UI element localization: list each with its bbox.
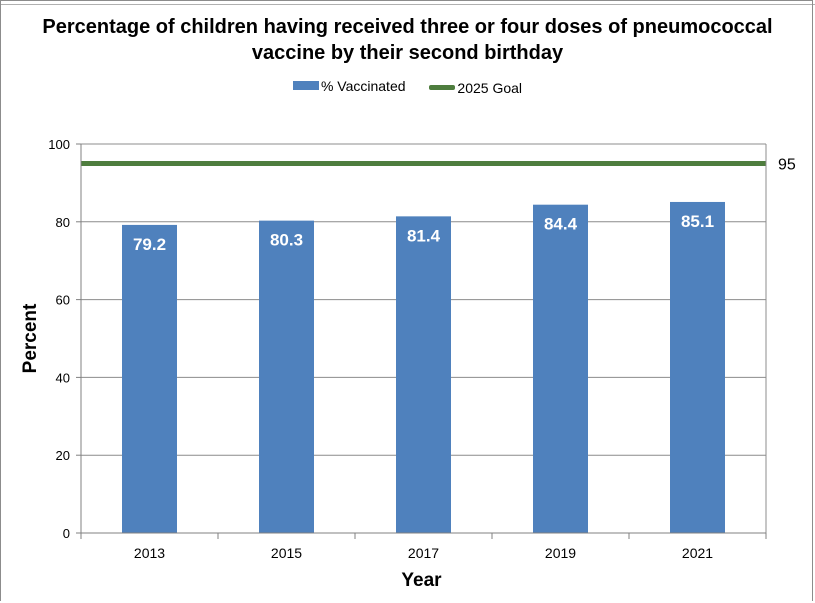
bar (122, 224, 177, 534)
y-axis-title: Percent (20, 303, 41, 373)
bar (396, 216, 451, 533)
bar (670, 201, 725, 533)
axes (76, 143, 767, 539)
labels: 0 20 40 60 80 100 79.2 2013 80.3 2015 81.4 2017 84.4… (20, 137, 796, 591)
x-tick-label: 2013 (134, 545, 165, 561)
bar-value-label: 85.1 (681, 212, 714, 231)
x-tick-label: 2021 (682, 545, 713, 561)
bar-value-label: 84.4 (544, 215, 578, 234)
y-tick-label: 20 (56, 448, 70, 463)
y-tick-label: 60 (56, 293, 70, 308)
bar (533, 204, 588, 533)
bar-value-label: 81.4 (407, 226, 441, 245)
y-tick-label: 40 (56, 370, 70, 385)
x-axis-title: Year (401, 570, 442, 591)
x-tick-label: 2017 (408, 545, 439, 561)
chart-legend: % Vaccinated 2025 Goal (0, 77, 815, 96)
legend-label-goal: 2025 Goal (457, 79, 523, 96)
bars (81, 160, 766, 534)
y-tick-label: 100 (48, 137, 70, 152)
bar-value-label: 79.2 (133, 235, 166, 254)
bar (259, 220, 314, 533)
legend-item-vaccinated: % Vaccinated (292, 77, 406, 94)
legend-swatch-goal (429, 85, 456, 90)
goal-line-label: 95 (778, 156, 796, 173)
bar-value-label: 80.3 (270, 231, 303, 250)
chart-title: Percentage of children having received t… (42, 16, 773, 64)
legend-label-vaccinated: % Vaccinated (320, 77, 406, 94)
legend-swatch-vaccinated (292, 81, 319, 90)
legend-item-goal: 2025 Goal (429, 80, 522, 96)
top-border (0, 4, 815, 5)
y-tick-label: 0 (63, 526, 70, 541)
y-tick-label: 80 (56, 215, 70, 230)
x-tick-label: 2015 (271, 545, 302, 561)
x-tick-label: 2019 (545, 545, 576, 561)
